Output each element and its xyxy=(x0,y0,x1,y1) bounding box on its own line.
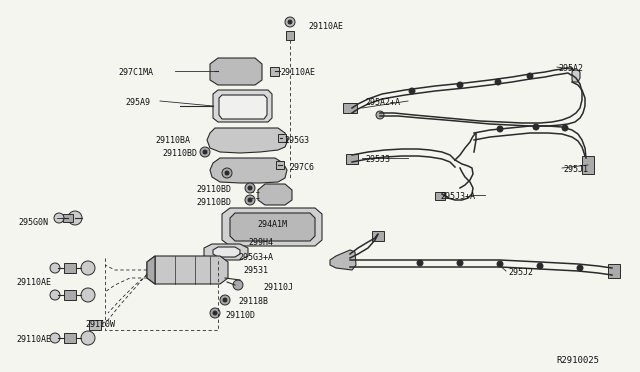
Text: 295G3+A: 295G3+A xyxy=(238,253,273,262)
Circle shape xyxy=(203,150,207,154)
Text: 295J3+A: 295J3+A xyxy=(440,192,475,201)
Text: 29110AE: 29110AE xyxy=(308,22,343,31)
Text: 29110BD: 29110BD xyxy=(196,198,231,207)
Circle shape xyxy=(495,79,501,85)
Text: 29110J: 29110J xyxy=(263,283,293,292)
Bar xyxy=(346,154,358,164)
Text: 297C6: 297C6 xyxy=(289,163,314,172)
Polygon shape xyxy=(572,70,580,82)
Polygon shape xyxy=(330,250,356,270)
Circle shape xyxy=(497,126,503,132)
Polygon shape xyxy=(210,158,287,183)
Circle shape xyxy=(68,211,82,225)
Text: 295G0N: 295G0N xyxy=(18,218,48,227)
Bar xyxy=(286,31,294,39)
Circle shape xyxy=(457,260,463,266)
Circle shape xyxy=(533,124,539,130)
Bar xyxy=(582,156,594,174)
Circle shape xyxy=(457,82,463,88)
Polygon shape xyxy=(147,256,155,284)
Text: 29110AE: 29110AE xyxy=(16,278,51,287)
Circle shape xyxy=(50,333,60,343)
Circle shape xyxy=(245,183,255,193)
Text: 294A1M: 294A1M xyxy=(257,220,287,229)
Polygon shape xyxy=(222,208,322,246)
Text: 29110W: 29110W xyxy=(85,320,115,329)
Circle shape xyxy=(223,298,227,302)
Bar xyxy=(276,161,284,169)
Text: 29110BD: 29110BD xyxy=(162,149,197,158)
Text: 29110BA: 29110BA xyxy=(155,136,190,145)
Circle shape xyxy=(376,111,384,119)
Bar xyxy=(271,67,280,76)
Bar xyxy=(278,134,286,142)
Text: 299H4: 299H4 xyxy=(248,238,273,247)
Bar xyxy=(343,103,357,113)
Circle shape xyxy=(245,195,255,205)
Polygon shape xyxy=(204,244,248,260)
Bar xyxy=(372,231,384,241)
Circle shape xyxy=(409,88,415,94)
Circle shape xyxy=(54,213,64,223)
Text: 29110AE: 29110AE xyxy=(16,335,51,344)
Circle shape xyxy=(81,331,95,345)
Bar xyxy=(608,264,620,278)
Text: 29531: 29531 xyxy=(243,266,268,275)
Bar xyxy=(63,214,73,222)
Circle shape xyxy=(233,280,243,290)
Text: 295J1: 295J1 xyxy=(563,165,588,174)
Text: 29110D: 29110D xyxy=(225,311,255,320)
Circle shape xyxy=(288,20,292,24)
Bar xyxy=(64,290,76,300)
Text: 295J2: 295J2 xyxy=(508,268,533,277)
Text: 295A2: 295A2 xyxy=(558,64,583,73)
Text: 295G3: 295G3 xyxy=(284,136,309,145)
Circle shape xyxy=(220,295,230,305)
Circle shape xyxy=(577,265,583,271)
Circle shape xyxy=(225,171,229,175)
Circle shape xyxy=(248,186,252,190)
Bar xyxy=(64,333,76,343)
Polygon shape xyxy=(219,95,267,119)
Circle shape xyxy=(50,290,60,300)
Circle shape xyxy=(562,125,568,131)
Text: 29110AE: 29110AE xyxy=(280,68,315,77)
Polygon shape xyxy=(213,247,240,257)
Text: 297C1MA: 297C1MA xyxy=(118,68,153,77)
Polygon shape xyxy=(210,58,262,85)
Circle shape xyxy=(497,261,503,267)
Bar xyxy=(89,320,101,330)
Circle shape xyxy=(248,198,252,202)
Circle shape xyxy=(81,288,95,302)
Circle shape xyxy=(81,261,95,275)
Text: R2910025: R2910025 xyxy=(556,356,599,365)
Circle shape xyxy=(210,308,220,318)
Bar xyxy=(64,263,76,273)
Circle shape xyxy=(527,73,533,79)
Polygon shape xyxy=(207,128,288,153)
Circle shape xyxy=(213,311,217,315)
Polygon shape xyxy=(147,256,228,284)
Circle shape xyxy=(285,17,295,27)
Text: 29118B: 29118B xyxy=(238,297,268,306)
Text: 295A2+A: 295A2+A xyxy=(365,98,400,107)
Circle shape xyxy=(537,263,543,269)
Bar xyxy=(435,192,445,200)
Circle shape xyxy=(200,147,210,157)
Circle shape xyxy=(50,263,60,273)
Polygon shape xyxy=(258,184,292,205)
Polygon shape xyxy=(213,90,272,122)
Text: 29110BD: 29110BD xyxy=(196,185,231,194)
Text: 295A9: 295A9 xyxy=(125,98,150,107)
Text: 295J3: 295J3 xyxy=(365,155,390,164)
Polygon shape xyxy=(230,213,315,241)
Circle shape xyxy=(417,260,423,266)
Circle shape xyxy=(222,168,232,178)
